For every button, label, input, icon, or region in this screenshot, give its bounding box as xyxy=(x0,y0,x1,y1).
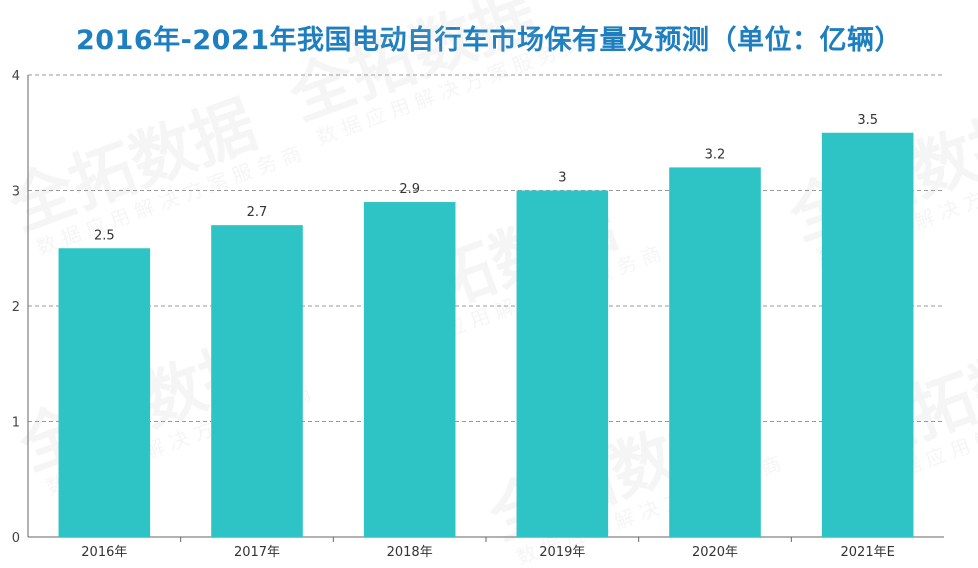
bar xyxy=(363,202,456,538)
y-tick-label: 2 xyxy=(12,300,20,315)
x-tick-label: 2018年 xyxy=(387,545,433,560)
data-label: 3.2 xyxy=(705,147,726,162)
data-label: 2.5 xyxy=(94,228,115,243)
data-label: 3 xyxy=(558,171,566,186)
y-tick-label: 3 xyxy=(12,185,20,200)
chart-title: 2016年-2021年我国电动自行车市场保有量及预测（单位：亿辆） xyxy=(76,25,902,56)
bar xyxy=(516,190,609,537)
data-label: 2.9 xyxy=(399,182,420,197)
data-label: 2.7 xyxy=(247,205,268,220)
x-tick-label: 2019年 xyxy=(539,545,585,560)
bar xyxy=(821,132,914,537)
x-tick-label: 2021年E xyxy=(841,545,895,560)
y-tick-label: 4 xyxy=(12,69,20,84)
bar xyxy=(669,167,761,537)
y-tick-label: 1 xyxy=(12,416,20,431)
bar xyxy=(58,248,151,537)
x-tick-label: 2020年 xyxy=(692,545,738,560)
x-tick-label: 2016年 xyxy=(81,545,127,560)
data-label: 3.5 xyxy=(857,113,878,128)
x-tick-label: 2017年 xyxy=(234,545,280,560)
y-tick-label: 0 xyxy=(12,531,20,546)
bar xyxy=(211,225,303,537)
